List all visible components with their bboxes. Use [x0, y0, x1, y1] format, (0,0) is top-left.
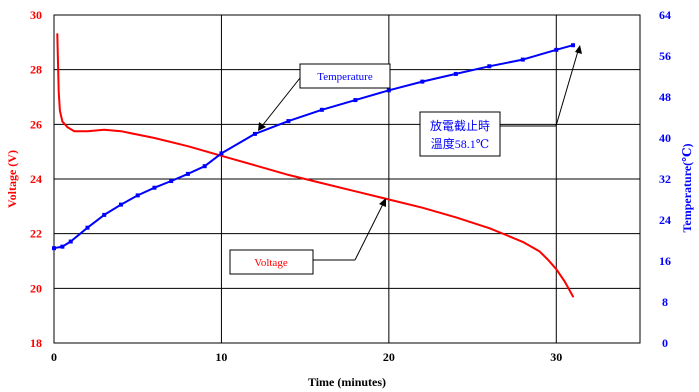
end-note-leader-d	[555, 50, 579, 127]
temperature-point-17	[420, 79, 425, 84]
voltage-callout-leader-d	[354, 203, 384, 261]
y-left-tick-label-1: 20	[30, 281, 42, 295]
voltage-callout-arrowhead	[379, 198, 386, 207]
temperature-point-16	[386, 88, 391, 93]
temperature-point-11	[219, 151, 224, 156]
y-right-tick-label-8: 64	[659, 8, 671, 22]
y-right-tick-label-2: 16	[659, 254, 671, 268]
temperature-callout-box	[299, 63, 391, 89]
ticks-layer: 0 10 20 30 18 20 22 24 26 28 30 0 8 16 24 32 40 48 56 64	[30, 8, 671, 364]
y-left-tick-label-4: 26	[30, 117, 42, 131]
x-axis-title: Time (minutes)	[308, 375, 386, 389]
y-left-tick-label-3: 24	[30, 172, 42, 186]
temperature-point-20	[520, 57, 525, 62]
temperature-point-22	[571, 43, 576, 48]
x-tick-label-2: 20	[383, 350, 395, 364]
y-left-tick-label-6: 30	[30, 8, 42, 22]
x-tick-label-0: 0	[51, 350, 57, 364]
temperature-callout-label: Temperature	[317, 71, 373, 83]
end-note-arrowhead	[575, 45, 582, 54]
temperature-point-0	[52, 246, 56, 251]
voltage-callout: Voltage	[229, 198, 386, 275]
y-right-tick-label-5: 40	[659, 131, 671, 145]
y-left-tick-label-0: 18	[30, 336, 42, 350]
temperature-point-8	[169, 179, 174, 184]
series-layer	[52, 33, 576, 298]
temperature-point-13	[286, 119, 291, 124]
end-note-line-1: 放電截止時	[430, 118, 490, 133]
y-right-tick-label-4: 32	[659, 172, 671, 186]
y-right-tick-label-7: 56	[659, 49, 671, 63]
temperature-point-7	[152, 185, 157, 190]
temperature-point-12	[252, 131, 257, 136]
temperature-point-18	[453, 71, 458, 76]
voltage-callout-label: Voltage	[254, 257, 288, 269]
y-left-tick-label-5: 28	[30, 63, 42, 77]
temperature-point-10	[202, 164, 207, 169]
x-tick-label-1: 10	[215, 350, 227, 364]
voltage-line	[56, 33, 574, 298]
y-right-tick-label-6: 48	[659, 90, 671, 104]
temperature-point-14	[319, 107, 324, 112]
y-right-axis-title: Temperature(℃)	[680, 143, 694, 232]
temperature-point-15	[353, 98, 358, 103]
end-note-line-2: 溫度58.1℃	[431, 136, 489, 151]
y-right-tick-label-0: 0	[662, 336, 668, 350]
x-tick-label-3: 30	[550, 350, 562, 364]
temperature-point-3	[85, 225, 90, 230]
temperature-point-2	[68, 239, 73, 244]
temperature-point-9	[185, 171, 190, 176]
temperature-callout: Temperature	[258, 63, 391, 131]
y-right-tick-label-3: 24	[659, 213, 671, 227]
temperature-callout-arrowhead	[258, 122, 266, 131]
y-left-tick-label-2: 22	[30, 227, 42, 241]
end-note-box	[419, 111, 501, 157]
voltage-callout-box	[229, 249, 314, 275]
temperature-point-1	[60, 244, 65, 249]
y-left-axis-title: Voltage (V)	[5, 150, 19, 208]
plot-frame	[53, 14, 641, 344]
y-right-tick-label-1: 8	[662, 295, 668, 309]
temperature-point-6	[135, 193, 140, 198]
end-note-callout: 放電截止時 溫度58.1℃	[419, 45, 582, 157]
temperature-point-4	[102, 212, 107, 217]
temperature-point-19	[487, 64, 492, 69]
temperature-callout-leader	[261, 77, 301, 127]
temperature-point-21	[554, 47, 559, 52]
temperature-point-5	[118, 202, 123, 207]
